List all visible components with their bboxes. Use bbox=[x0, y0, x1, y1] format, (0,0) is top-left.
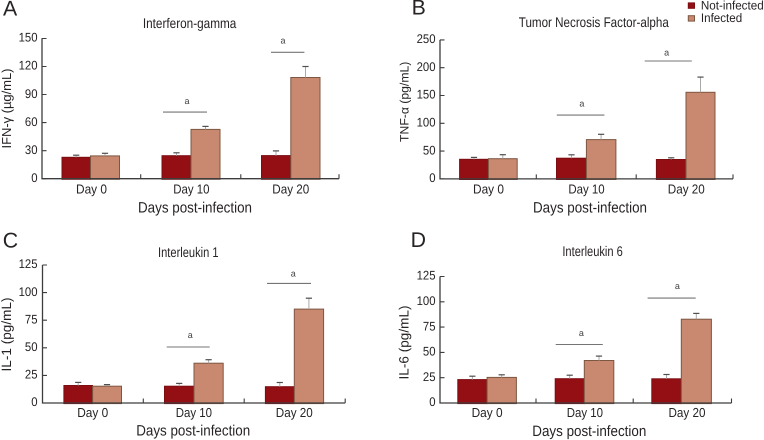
svg-text:25: 25 bbox=[25, 368, 38, 382]
svg-text:Day 10: Day 10 bbox=[568, 182, 604, 197]
svg-text:Interleukin 6: Interleukin 6 bbox=[562, 243, 623, 259]
svg-text:Not-infected: Not-infected bbox=[701, 0, 764, 13]
svg-text:90: 90 bbox=[25, 87, 38, 101]
svg-text:75: 75 bbox=[25, 312, 38, 326]
svg-text:0: 0 bbox=[31, 395, 37, 409]
svg-text:Days post-infection: Days post-infection bbox=[136, 422, 250, 439]
svg-text:Days post-infection: Days post-infection bbox=[533, 200, 647, 217]
svg-text:75: 75 bbox=[423, 319, 436, 333]
svg-text:Infected: Infected bbox=[701, 11, 742, 25]
svg-text:IL-1 (pg/mL): IL-1 (pg/mL) bbox=[0, 298, 14, 372]
svg-text:B: B bbox=[412, 0, 426, 20]
svg-text:Day 0: Day 0 bbox=[473, 182, 504, 197]
svg-text:50: 50 bbox=[423, 345, 436, 359]
svg-text:a: a bbox=[664, 47, 669, 57]
svg-text:150: 150 bbox=[19, 31, 38, 45]
svg-text:IL-6 (pg/mL): IL-6 (pg/mL) bbox=[396, 306, 411, 380]
svg-text:Day 10: Day 10 bbox=[567, 405, 603, 420]
svg-text:A: A bbox=[3, 0, 18, 20]
svg-text:Tumor Necrosis Factor-alpha: Tumor Necrosis Factor-alpha bbox=[519, 14, 669, 30]
svg-text:TNF-α (pg/mL): TNF-α (pg/mL) bbox=[398, 62, 412, 142]
svg-text:150: 150 bbox=[417, 88, 436, 102]
svg-text:Day 10: Day 10 bbox=[176, 405, 212, 420]
svg-text:Day 0: Day 0 bbox=[77, 405, 108, 420]
svg-text:0: 0 bbox=[31, 171, 37, 185]
svg-text:Day 20: Day 20 bbox=[276, 405, 313, 420]
svg-text:Interleukin 1: Interleukin 1 bbox=[158, 244, 219, 260]
svg-text:Interferon-gamma: Interferon-gamma bbox=[143, 15, 237, 31]
svg-text:Day 0: Day 0 bbox=[76, 182, 107, 197]
svg-text:50: 50 bbox=[25, 340, 38, 354]
svg-text:100: 100 bbox=[417, 294, 436, 308]
svg-text:a: a bbox=[184, 96, 189, 106]
svg-text:30: 30 bbox=[25, 143, 38, 157]
svg-text:a: a bbox=[579, 99, 584, 109]
svg-text:125: 125 bbox=[19, 257, 38, 271]
svg-text:50: 50 bbox=[423, 143, 436, 157]
svg-text:a: a bbox=[280, 36, 285, 46]
svg-text:100: 100 bbox=[417, 116, 436, 130]
svg-text:Day 0: Day 0 bbox=[472, 405, 503, 420]
svg-text:250: 250 bbox=[417, 32, 436, 46]
svg-text:Days post-infection: Days post-infection bbox=[532, 423, 646, 440]
svg-text:Day 20: Day 20 bbox=[668, 182, 705, 197]
svg-text:C: C bbox=[3, 229, 18, 253]
svg-text:25: 25 bbox=[423, 370, 436, 384]
svg-text:Days post-infection: Days post-infection bbox=[138, 199, 252, 216]
svg-text:0: 0 bbox=[429, 171, 435, 185]
svg-text:125: 125 bbox=[417, 269, 436, 283]
svg-text:Day 10: Day 10 bbox=[173, 182, 209, 197]
svg-text:120: 120 bbox=[19, 59, 38, 73]
svg-text:60: 60 bbox=[25, 115, 38, 129]
svg-text:100: 100 bbox=[19, 285, 38, 299]
svg-text:a: a bbox=[675, 281, 680, 291]
svg-text:200: 200 bbox=[417, 60, 436, 74]
svg-text:a: a bbox=[579, 328, 584, 338]
svg-text:IFN-γ (µg/mL): IFN-γ (µg/mL) bbox=[0, 69, 14, 149]
svg-text:a: a bbox=[188, 330, 193, 340]
svg-text:0: 0 bbox=[429, 395, 435, 409]
svg-text:a: a bbox=[291, 268, 296, 278]
svg-text:Day 20: Day 20 bbox=[669, 405, 706, 420]
svg-text:Day 20: Day 20 bbox=[272, 182, 309, 197]
svg-text:D: D bbox=[411, 228, 426, 252]
